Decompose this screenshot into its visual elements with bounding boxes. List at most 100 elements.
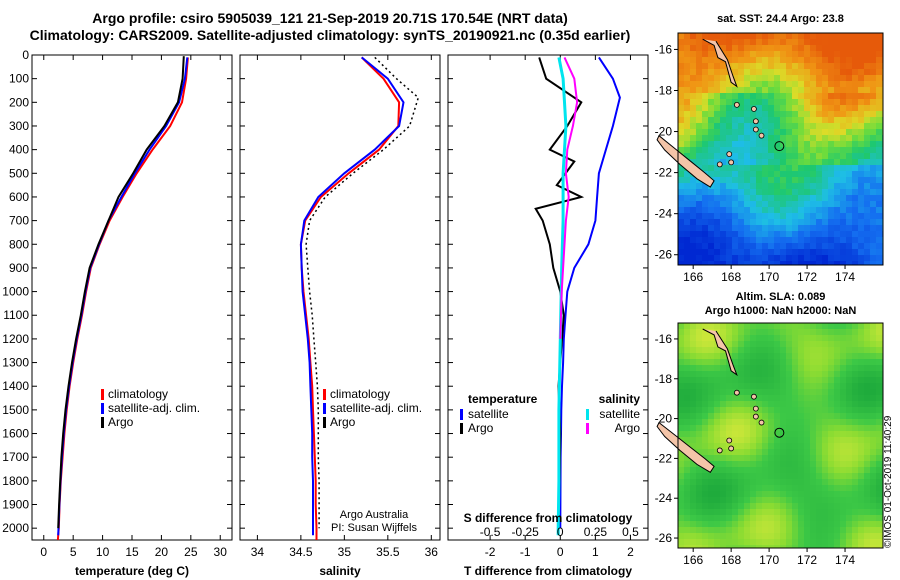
map-cell — [876, 219, 882, 225]
map-cell — [804, 123, 810, 129]
map-cell — [678, 111, 684, 117]
map-cell — [774, 141, 780, 147]
map-cell — [708, 129, 714, 135]
map-cell — [786, 443, 792, 449]
map-cell — [744, 261, 750, 265]
map-cell — [864, 329, 870, 335]
map-cell — [690, 419, 696, 425]
map-cell — [738, 249, 744, 255]
map-cell — [696, 39, 702, 45]
map-cell — [804, 389, 810, 395]
map-cell — [840, 129, 846, 135]
map-cell — [744, 255, 750, 261]
map-cell — [852, 395, 858, 401]
map-cell — [696, 359, 702, 365]
map-cell — [852, 219, 858, 225]
map-cell — [804, 51, 810, 57]
map-cell — [834, 219, 840, 225]
map-cell — [852, 171, 858, 177]
map-cell — [726, 81, 732, 87]
map-cell — [744, 509, 750, 515]
map-cell — [864, 539, 870, 545]
map-cell — [774, 93, 780, 99]
y-tick-label: 400 — [9, 143, 29, 157]
map-cell — [678, 377, 684, 383]
map-cell — [804, 545, 810, 548]
map-cell — [834, 371, 840, 377]
map-cell — [768, 243, 774, 249]
map-cell — [756, 341, 762, 347]
map-cell — [828, 353, 834, 359]
map-cell — [774, 539, 780, 545]
map-cell — [852, 87, 858, 93]
map-cell — [840, 479, 846, 485]
map-cell — [762, 437, 768, 443]
map-cell — [828, 461, 834, 467]
map-cell — [864, 93, 870, 99]
map-cell — [786, 141, 792, 147]
map-cell — [750, 341, 756, 347]
map-cell — [804, 159, 810, 165]
map-cell — [714, 195, 720, 201]
map-cell — [792, 449, 798, 455]
map-cell — [684, 347, 690, 353]
map-cell — [834, 135, 840, 141]
map-cell — [828, 225, 834, 231]
map-cell — [864, 323, 870, 329]
map-cell — [696, 141, 702, 147]
map-cell — [804, 237, 810, 243]
map-cell — [762, 449, 768, 455]
map-cell — [762, 485, 768, 491]
map-cell — [870, 141, 876, 147]
map-cell — [744, 75, 750, 81]
map-cell — [738, 485, 744, 491]
map-cell — [822, 99, 828, 105]
map-cell — [684, 183, 690, 189]
map-cell — [696, 479, 702, 485]
map-cell — [816, 359, 822, 365]
map-cell — [876, 99, 882, 105]
map-cell — [690, 497, 696, 503]
map-cell — [834, 225, 840, 231]
legend-label: Argo — [108, 415, 134, 429]
map-cell — [840, 545, 846, 548]
map-cell — [684, 195, 690, 201]
map-cell — [702, 255, 708, 261]
map-cell — [762, 455, 768, 461]
map-cell — [768, 111, 774, 117]
map-cell — [858, 461, 864, 467]
map-cell — [762, 243, 768, 249]
map-cell — [696, 135, 702, 141]
lon-tick-label: 168 — [721, 553, 741, 567]
map-cell — [732, 123, 738, 129]
map-cell — [720, 33, 726, 39]
map-cell — [876, 75, 882, 81]
map-cell — [690, 347, 696, 353]
map-cell — [684, 153, 690, 159]
map-cell — [696, 225, 702, 231]
map-cell — [750, 255, 756, 261]
map-cell — [702, 87, 708, 93]
map-cell — [858, 377, 864, 383]
credit-line1: Argo Australia — [340, 509, 409, 521]
map-cell — [780, 213, 786, 219]
map-cell — [798, 461, 804, 467]
map-cell — [792, 87, 798, 93]
map-cell — [786, 389, 792, 395]
map-cell — [726, 527, 732, 533]
map-cell — [816, 515, 822, 521]
map-cell — [816, 93, 822, 99]
x2-tick-label: -0.25 — [512, 525, 540, 539]
map-cell — [738, 177, 744, 183]
map-cell — [846, 491, 852, 497]
map-cell — [750, 261, 756, 265]
map-cell — [816, 261, 822, 265]
map-cell — [870, 105, 876, 111]
map-cell — [834, 365, 840, 371]
map-cell — [792, 63, 798, 69]
map-cell — [798, 141, 804, 147]
map-cell — [834, 123, 840, 129]
map-cell — [678, 81, 684, 87]
map-cell — [864, 443, 870, 449]
map-cell — [702, 141, 708, 147]
